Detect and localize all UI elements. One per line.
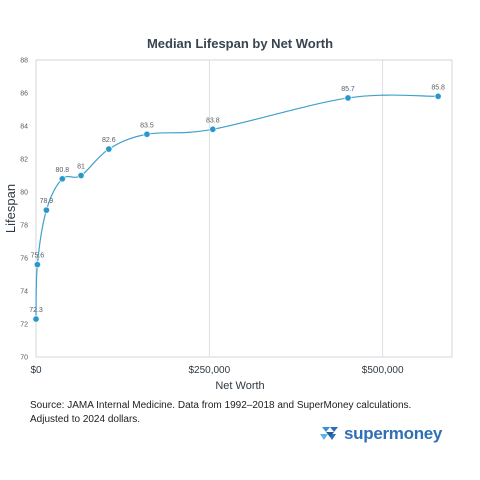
data-point — [33, 260, 41, 269]
data-label: 81 — [77, 164, 85, 171]
data-point — [58, 175, 66, 183]
y-tick-label: 84 — [20, 124, 28, 131]
data-point — [209, 125, 217, 133]
data-point — [344, 94, 352, 102]
y-tick-label: 74 — [20, 289, 28, 296]
y-tick-label: 72 — [20, 322, 28, 329]
data-point — [77, 171, 85, 180]
data-label: 83.5 — [140, 122, 154, 129]
y-tick-label: 82 — [20, 157, 28, 164]
data-label: 85.8 — [431, 84, 445, 91]
y-axis-title: Lifespan — [3, 184, 18, 233]
y-tick-label: 70 — [20, 355, 28, 362]
data-point — [32, 315, 40, 323]
brand-logo: supermoney — [318, 423, 442, 445]
supermoney-logo-icon — [320, 427, 338, 440]
plot-frame — [35, 59, 453, 358]
brand-name: supermoney — [344, 424, 443, 443]
y-tick-label: 76 — [20, 256, 28, 263]
data-label: 72.3 — [29, 307, 43, 314]
y-tick-label: 78 — [20, 223, 28, 230]
data-label: 82.6 — [102, 137, 116, 144]
data-point — [434, 92, 442, 100]
y-tick-label: 80 — [20, 190, 28, 197]
data-point — [143, 130, 151, 138]
data-label: 85.7 — [341, 86, 355, 93]
source-note: Source: JAMA Internal Medicine. Data fro… — [30, 400, 412, 425]
x-tick-label: $250,000 — [188, 365, 230, 376]
data-label: 75.6 — [31, 253, 45, 260]
data-point — [42, 206, 51, 214]
x-tick-label: $500,000 — [362, 365, 404, 376]
data-label: 80.8 — [56, 167, 70, 174]
series-line — [35, 94, 439, 320]
y-tick-label: 86 — [20, 91, 28, 98]
x-axis-title: Net Worth — [215, 380, 264, 392]
x-tick-label: $0 — [30, 365, 42, 376]
data-label: 78.9 — [40, 198, 54, 205]
y-tick-label: 88 — [20, 58, 28, 65]
data-point — [105, 145, 113, 153]
data-label: 83.8 — [206, 117, 220, 124]
chart-title: Median Lifespan by Net Worth — [146, 36, 334, 51]
